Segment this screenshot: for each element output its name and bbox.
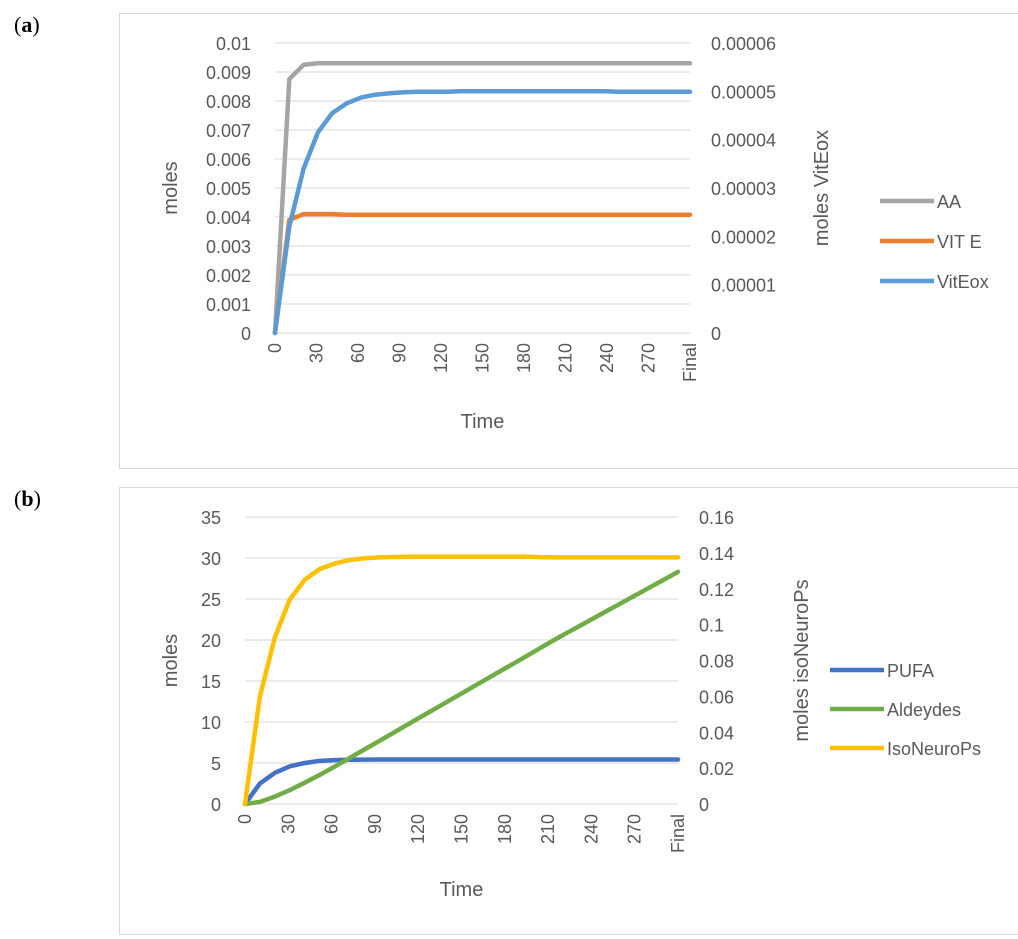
- chart-b-x-tick-label: Final: [668, 814, 688, 853]
- chart-a-y2-tick-label: 0.00006: [711, 34, 776, 54]
- chart-a-y2-tick-label: 0.00004: [711, 131, 776, 151]
- chart-a-series-aa: [272, 61, 693, 336]
- chart-b: 0 5 10 15 20 25 30 35 0 0.02 0.04 0.06 0.08 0.1 0.12 0.…: [160, 508, 981, 901]
- chart-a-y-tick-label: 0.01: [216, 34, 251, 54]
- chart-a-legend-label: AA: [937, 192, 961, 212]
- chart-a-x-tick-label: 0: [265, 343, 285, 353]
- chart-a-x-tick-label: 120: [431, 343, 451, 373]
- chart-b-y-tick-label: 15: [201, 672, 221, 692]
- panel-b-label: (b): [14, 486, 41, 511]
- chart-b-y-tick-label: 0: [211, 795, 221, 815]
- chart-a-series-vit-e: [272, 211, 693, 336]
- chart-a-y-axis-title: moles: [160, 161, 182, 214]
- chart-b-x-tick-label: 270: [625, 814, 645, 844]
- chart-b-y2-tick-label: 0.1: [699, 616, 724, 636]
- panel-a-label: (a): [14, 12, 40, 37]
- chart-b-y-tick-label: 35: [201, 508, 221, 528]
- chart-b-y2-tick-label: 0.12: [699, 580, 734, 600]
- chart-b-y2-tick-label: 0.08: [699, 652, 734, 672]
- chart-b-y2-tick-label: 0.06: [699, 687, 734, 707]
- chart-b-y2-tick-label: 0.16: [699, 508, 734, 528]
- chart-a-y-tick-label: 0.004: [206, 208, 251, 228]
- chart-b-y-tick-label: 20: [201, 631, 221, 651]
- chart-a-x-tick-label: 150: [473, 343, 493, 373]
- chart-a-y2-tick-label: 0.00003: [711, 179, 776, 199]
- chart-a-legend-label: VitEox: [937, 272, 989, 292]
- chart-b-x-tick-label: 30: [278, 814, 298, 834]
- chart-a-series-viteox: [272, 89, 693, 336]
- chart-b-y-tick-label: 30: [201, 549, 221, 569]
- chart-a-x-tick-label: 60: [348, 343, 368, 363]
- chart-a-x-tick-label: 270: [639, 343, 659, 373]
- chart-b-series-isoneurops: [242, 554, 681, 807]
- chart-a-y2-tick-label: 0.00002: [711, 227, 776, 247]
- chart-b-x-tick-label: 180: [495, 814, 515, 844]
- chart-b-y-tick-label: 25: [201, 590, 221, 610]
- chart-a-y-tick-label: 0.001: [206, 295, 251, 315]
- chart-a: 0 0.001 0.002 0.003 0.004 0.005 0.006 0.007 0.00…: [160, 34, 989, 433]
- chart-a-y-tick-label: 0.007: [206, 121, 251, 141]
- chart-b-y2-axis-title: moles isoNeuroPs: [791, 579, 813, 741]
- chart-a-y2-tick-label: 0: [711, 324, 721, 344]
- chart-a-legend-label: VIT E: [937, 232, 982, 252]
- chart-b-y2-tick-label: 0: [699, 795, 709, 815]
- chart-b-legend-label: IsoNeuroPs: [887, 739, 981, 759]
- chart-a-y-tick-label: 0.009: [206, 63, 251, 83]
- chart-a-y-tick-label: 0.008: [206, 92, 251, 112]
- chart-b-y-tick-label: 5: [211, 754, 221, 774]
- chart-a-y-tick-label: 0: [241, 324, 251, 344]
- chart-b-x-tick-label: 90: [365, 814, 385, 834]
- chart-a-x-tick-label: 240: [597, 343, 617, 373]
- chart-b-y-tick-label: 10: [201, 713, 221, 733]
- chart-a-x-tick-label: 210: [556, 343, 576, 373]
- chart-b-x-tick-label: 120: [408, 814, 428, 844]
- chart-a-y2-tick-label: 0.00005: [711, 82, 776, 102]
- chart-b-y2-tick-label: 0.04: [699, 723, 734, 743]
- chart-a-y-tick-label: 0.003: [206, 237, 251, 257]
- chart-a-x-tick-label: Final: [680, 343, 700, 382]
- chart-a-x-axis-title: Time: [461, 411, 505, 433]
- chart-b-y2-tick-label: 0.02: [699, 759, 734, 779]
- chart-b-x-tick-label: 210: [538, 814, 558, 844]
- chart-b-y-axis-title: moles: [160, 634, 182, 687]
- chart-b-x-tick-label: 60: [322, 814, 342, 834]
- chart-b-series-pufa: [242, 757, 681, 807]
- chart-b-frame: 0 5 10 15 20 25 30 35 0 0.02 0.04 0.06 0.08 0.1 0.12 0.…: [119, 487, 1018, 935]
- chart-a-x-tick-label: 180: [514, 343, 534, 373]
- chart-a-y-tick-label: 0.002: [206, 266, 251, 286]
- chart-b-legend-label: PUFA: [887, 661, 934, 681]
- chart-b-y2-tick-label: 0.14: [699, 544, 734, 564]
- chart-b-x-tick-label: 0: [235, 814, 255, 824]
- chart-b-series-aldeydes: [242, 569, 681, 807]
- chart-a-x-tick-label: 30: [307, 343, 327, 363]
- chart-b-x-tick-label: 240: [581, 814, 601, 844]
- chart-a-y2-axis-title: moles VitEox: [811, 130, 833, 246]
- chart-b-x-axis-title: Time: [440, 879, 484, 901]
- chart-b-x-tick-label: 150: [452, 814, 472, 844]
- chart-a-x-tick-label: 90: [390, 343, 410, 363]
- chart-a-y-tick-label: 0.006: [206, 150, 251, 170]
- chart-a-y2-tick-label: 0.00001: [711, 276, 776, 296]
- chart-a-frame: 0 0.001 0.002 0.003 0.004 0.005 0.006 0.007 0.00…: [119, 13, 1018, 469]
- chart-a-y-tick-label: 0.005: [206, 179, 251, 199]
- chart-b-legend-label: Aldeydes: [887, 700, 961, 720]
